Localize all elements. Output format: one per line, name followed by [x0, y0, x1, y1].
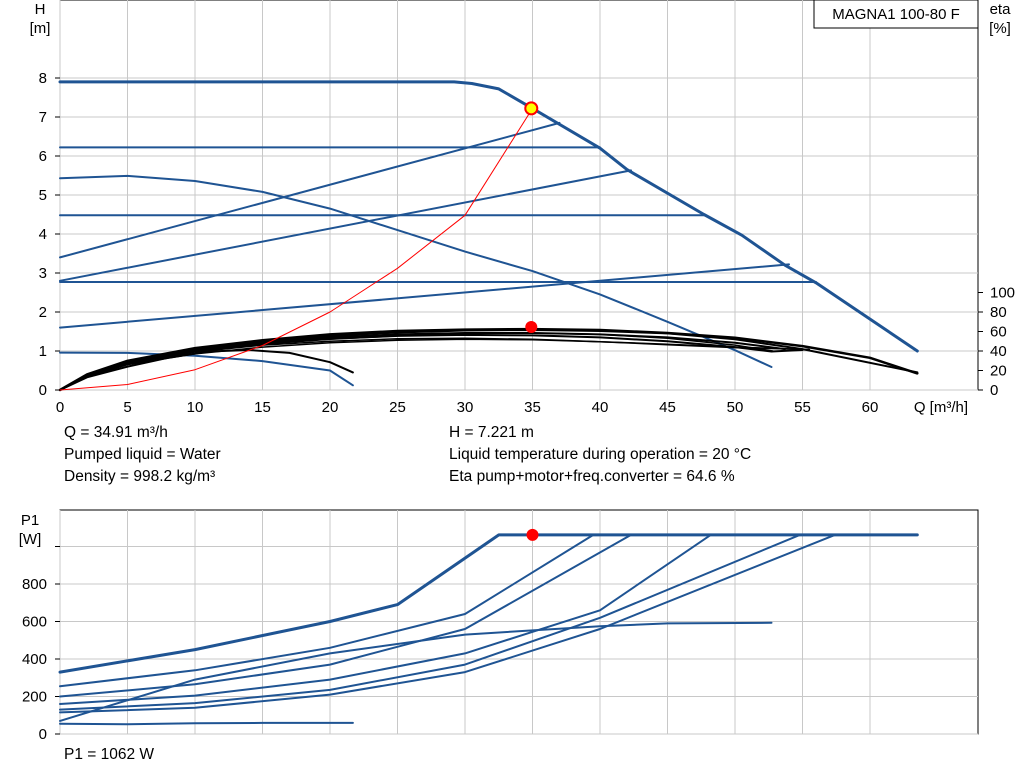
x-tick-label: 35: [524, 399, 541, 416]
x-tick-label: 60: [862, 399, 879, 416]
x-tick-label: 45: [659, 399, 676, 416]
power-fixed-speed-line: [59, 721, 354, 726]
system-curve-line: [59, 107, 533, 391]
flow-info: Q = 34.91 m³/h: [64, 424, 168, 441]
head-plot: 0 5 10 15 20 25 30 35 40 45 50 55 600123456780204060…: [39, 0, 1015, 416]
y-tick-label: 3: [39, 265, 47, 282]
eta-tick-label: 20: [990, 363, 1007, 380]
y-tick-label: 4: [39, 226, 47, 243]
max-curve-line: [58, 80, 919, 353]
x-tick-label: 55: [794, 399, 811, 416]
eta-tick-label: 40: [990, 343, 1007, 360]
efficiency-line: [59, 349, 354, 391]
duty-point-marker: [524, 101, 539, 116]
power-axis-ticks: 0 200 400 600 800: [22, 546, 60, 743]
power-info: P1 = 1062 W: [64, 746, 155, 763]
power-points: [526, 528, 539, 541]
proportional-pressure-line: [59, 121, 561, 259]
power-axis-label: P1 [W]: [19, 512, 42, 548]
power-fixed-speed-line: [59, 621, 773, 722]
y-tick-label: 2: [39, 304, 47, 321]
eta-axis-label: eta [%]: [989, 1, 1011, 37]
liquid-info: Pumped liquid = Water: [64, 446, 221, 463]
title-box-frame: [813, 0, 979, 29]
head-axis-ticks: 0 5 10 15 20 25 30 35 40 45 50 55 600123456780204060…: [39, 70, 1015, 416]
title-box: MAGNA1 100-80 F: [813, 0, 979, 29]
axis-titles: H [m] eta [%] Q [m³/h] P1 [W]: [19, 1, 1011, 548]
flow-axis-label: Q [m³/h]: [914, 399, 968, 416]
x-tick-label: 10: [187, 399, 204, 416]
x-tick-label: 5: [123, 399, 131, 416]
power-duty-point-marker: [526, 528, 539, 541]
power-curve-line: [59, 533, 632, 698]
eta-tick-label: 100: [990, 285, 1015, 302]
power-series: [58, 533, 919, 726]
fixed-speed-line: [59, 174, 773, 368]
head-points: [524, 101, 539, 334]
y-tick-label: 1: [39, 343, 47, 360]
x-tick-label: 30: [457, 399, 474, 416]
y-tick-label: 0: [39, 382, 47, 399]
power-tick-label: 200: [22, 689, 47, 706]
efficiency-line: [59, 332, 774, 391]
power-curve-line: [59, 533, 836, 714]
eta-tick-label: 60: [990, 324, 1007, 341]
y-tick-label: 7: [39, 109, 47, 126]
proportional-pressure-line: [59, 263, 790, 329]
power-curve-line: [59, 533, 801, 711]
efficiency-point-marker: [525, 321, 538, 334]
eta-tick-label: 0: [990, 382, 998, 399]
power-curve-line: [59, 533, 595, 688]
power-tick-label: 600: [22, 614, 47, 631]
head-info: H = 7.221 m: [449, 424, 534, 441]
proportional-pressure-line: [59, 169, 632, 282]
power-curve-line: [59, 533, 712, 705]
power-max-curve-line: [58, 533, 919, 674]
power-tick-label: 800: [22, 576, 47, 593]
efficiency-line: [59, 338, 811, 391]
head-series: [58, 80, 919, 392]
head-axis-label: H [m]: [30, 1, 51, 37]
eta-info: Eta pump+motor+freq.converter = 64.6 %: [449, 468, 735, 485]
temperature-info: Liquid temperature during operation = 20…: [449, 446, 752, 463]
x-tick-label: 15: [254, 399, 271, 416]
power-tick-label: 0: [39, 726, 47, 743]
x-tick-label: 20: [322, 399, 339, 416]
pump-title: MAGNA1 100-80 F: [832, 6, 960, 23]
y-tick-label: 8: [39, 70, 47, 87]
eta-tick-label: 80: [990, 304, 1007, 321]
fixed-speed-line: [59, 351, 354, 387]
x-tick-label: 0: [56, 399, 64, 416]
head-grid: [59, 0, 978, 391]
x-tick-label: 25: [389, 399, 406, 416]
x-tick-label: 40: [592, 399, 609, 416]
power-tick-label: 400: [22, 651, 47, 668]
x-tick-label: 50: [727, 399, 744, 416]
y-tick-label: 6: [39, 148, 47, 165]
power-plot: 0 200 400 600 800: [22, 509, 979, 743]
density-info: Density = 998.2 kg/m³: [64, 468, 216, 485]
y-tick-label: 5: [39, 187, 47, 204]
